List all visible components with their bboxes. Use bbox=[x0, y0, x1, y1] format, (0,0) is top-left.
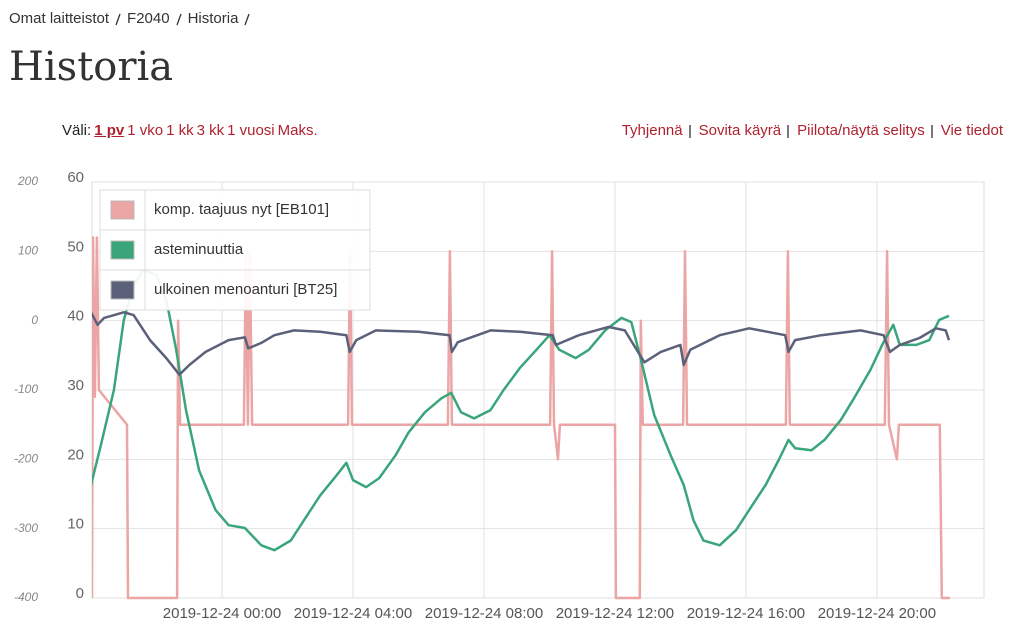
y-tick-label: 40 bbox=[67, 308, 84, 325]
legend-swatch bbox=[110, 280, 135, 300]
series-line bbox=[92, 311, 951, 376]
y-tick-label: 60 bbox=[67, 169, 84, 186]
bar bbox=[787, 124, 789, 138]
legend: komp. taajuus nyt [EB101] asteminuuttia ul… bbox=[99, 189, 371, 311]
y-tick-label: 0 bbox=[76, 585, 84, 602]
series-line bbox=[92, 236, 950, 600]
bar bbox=[688, 124, 691, 138]
range-option[interactable]: 1 kk bbox=[166, 122, 194, 139]
action-link[interactable]: Piilota/näytä selitys bbox=[797, 122, 925, 139]
slash-line bbox=[115, 13, 121, 25]
y-tick-label: 20 bbox=[67, 446, 84, 463]
y2-tick-label: -400 bbox=[14, 590, 38, 604]
plot-area bbox=[92, 236, 951, 600]
page-title: Historia bbox=[9, 44, 174, 90]
y2-tick-label: 100 bbox=[18, 244, 38, 258]
actions: Tyhjennä Sovita käyrä Piilota/näytä selity… bbox=[622, 122, 1003, 139]
x-tick-label: 2019-12-24 20:00 bbox=[818, 605, 936, 622]
series-line bbox=[92, 268, 950, 552]
y-tick-label: 10 bbox=[67, 516, 84, 533]
y2-tick-label: 200 bbox=[17, 174, 38, 188]
y2-tick-label: -100 bbox=[14, 382, 38, 396]
range-option[interactable]: 3 kk bbox=[196, 122, 225, 139]
legend-label: ulkoinen menoanturi [BT25] bbox=[154, 281, 337, 298]
x-tick-label: 2019-12-24 12:00 bbox=[556, 605, 674, 622]
y2-tick-label: 0 bbox=[31, 313, 38, 327]
range-option[interactable]: 1 vko bbox=[127, 122, 164, 139]
breadcrumb: Omat laitteistot F2040 Historia bbox=[9, 10, 256, 27]
slash-line bbox=[244, 13, 251, 25]
x-tick-label: 2019-12-24 00:00 bbox=[163, 605, 281, 622]
range-option[interactable]: Maks. bbox=[277, 122, 318, 139]
legend-swatch bbox=[110, 200, 135, 220]
slash bbox=[175, 13, 182, 25]
y-tick-label: 30 bbox=[67, 377, 84, 394]
breadcrumb-item[interactable]: F2040 bbox=[127, 10, 170, 27]
y2-tick-label: -300 bbox=[14, 521, 38, 535]
action-link[interactable]: Tyhjennä bbox=[621, 122, 683, 139]
legend-swatch bbox=[110, 240, 135, 260]
range-selector: Väli: 1 pv 1 vko 1 kk 3 kk 1 vuosi Maks. bbox=[62, 122, 318, 139]
range-label: Väli: bbox=[62, 122, 92, 139]
range-option[interactable]: 1 vuosi bbox=[227, 122, 275, 139]
x-tick-label: 2019-12-24 04:00 bbox=[294, 605, 412, 622]
legend-label: komp. taajuus nyt [EB101] bbox=[154, 201, 329, 218]
breadcrumb-item[interactable]: Omat laitteistot bbox=[9, 10, 110, 27]
y2-tick-label: -200 bbox=[14, 452, 38, 466]
action-link[interactable]: Vie tiedot bbox=[940, 122, 1003, 139]
legend-label: asteminuuttia bbox=[154, 241, 244, 258]
action-link[interactable]: Sovita käyrä bbox=[698, 122, 782, 139]
x-tick-label: 2019-12-24 08:00 bbox=[425, 605, 543, 622]
range-option[interactable]: 1 pv bbox=[94, 122, 125, 139]
x-tick-label: 2019-12-24 16:00 bbox=[687, 605, 805, 622]
slash-line bbox=[175, 13, 182, 25]
breadcrumb-item[interactable]: Historia bbox=[187, 10, 239, 27]
bar bbox=[931, 124, 933, 138]
slash bbox=[244, 13, 251, 25]
slash bbox=[115, 13, 121, 25]
y-tick-label: 50 bbox=[67, 238, 84, 255]
